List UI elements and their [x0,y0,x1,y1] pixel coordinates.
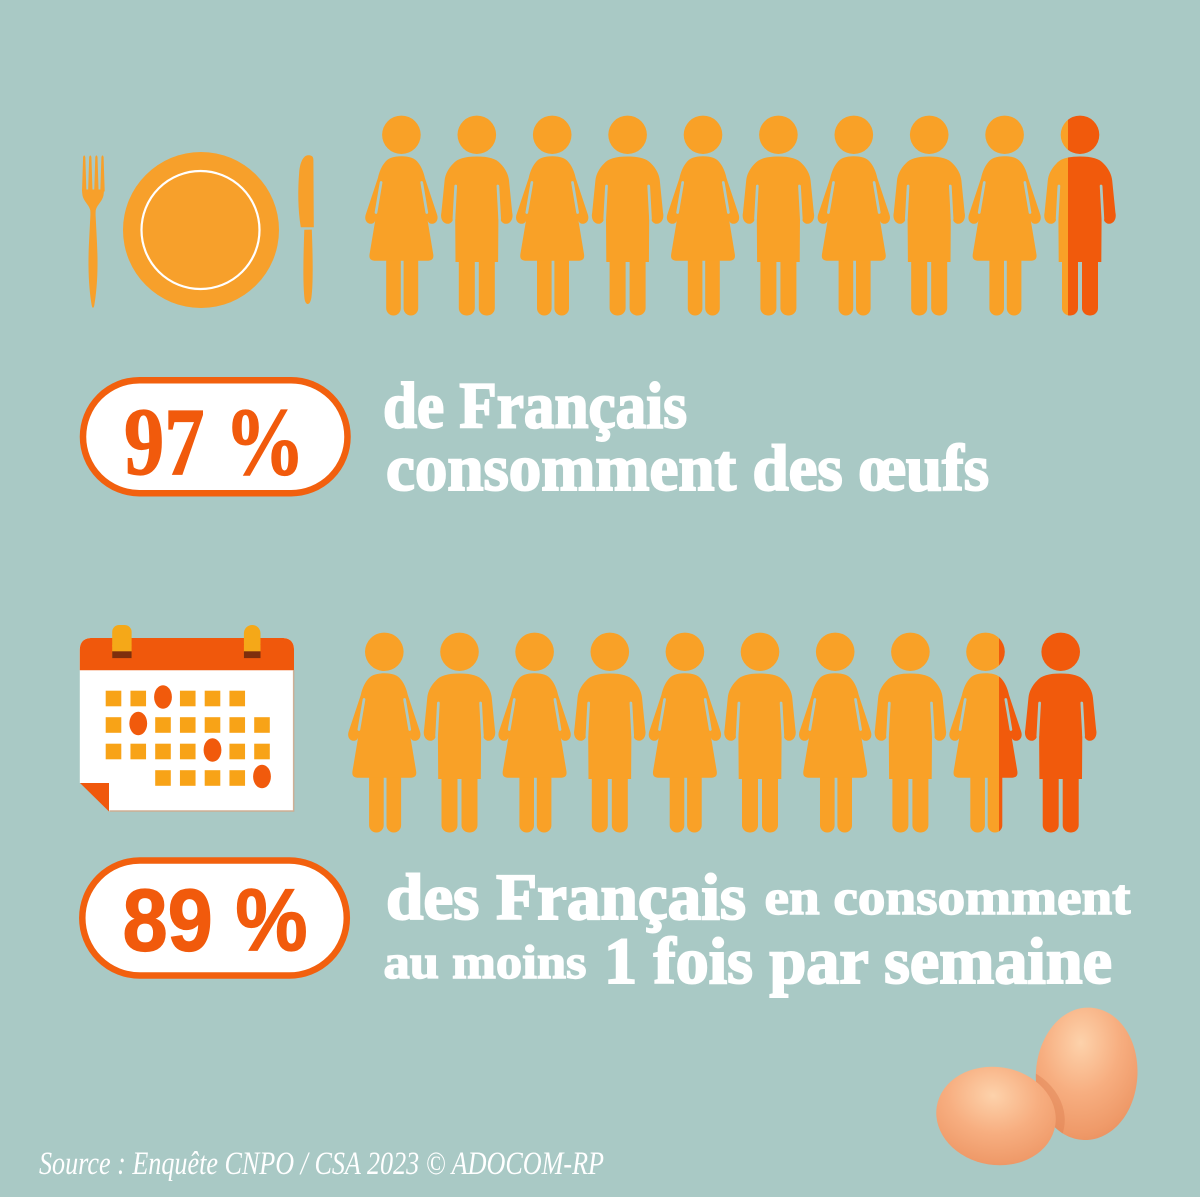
svg-text:89 %: 89 % [123,871,308,970]
svg-text:au moins: au moins [384,936,587,989]
svg-text:en consomment: en consomment [765,869,1131,925]
svg-text:Source : Enquête CNPO / CSA 20: Source : Enquête CNPO / CSA 2023 © ADOCO… [39,1146,604,1182]
svg-text:des Français: des Français [386,861,746,934]
svg-text:1 fois par semaine: 1 fois par semaine [604,925,1112,998]
svg-text:de Français: de Français [383,370,687,443]
svg-text:97 %: 97 % [124,388,305,495]
svg-text:consomment des œufs: consomment des œufs [386,432,989,505]
